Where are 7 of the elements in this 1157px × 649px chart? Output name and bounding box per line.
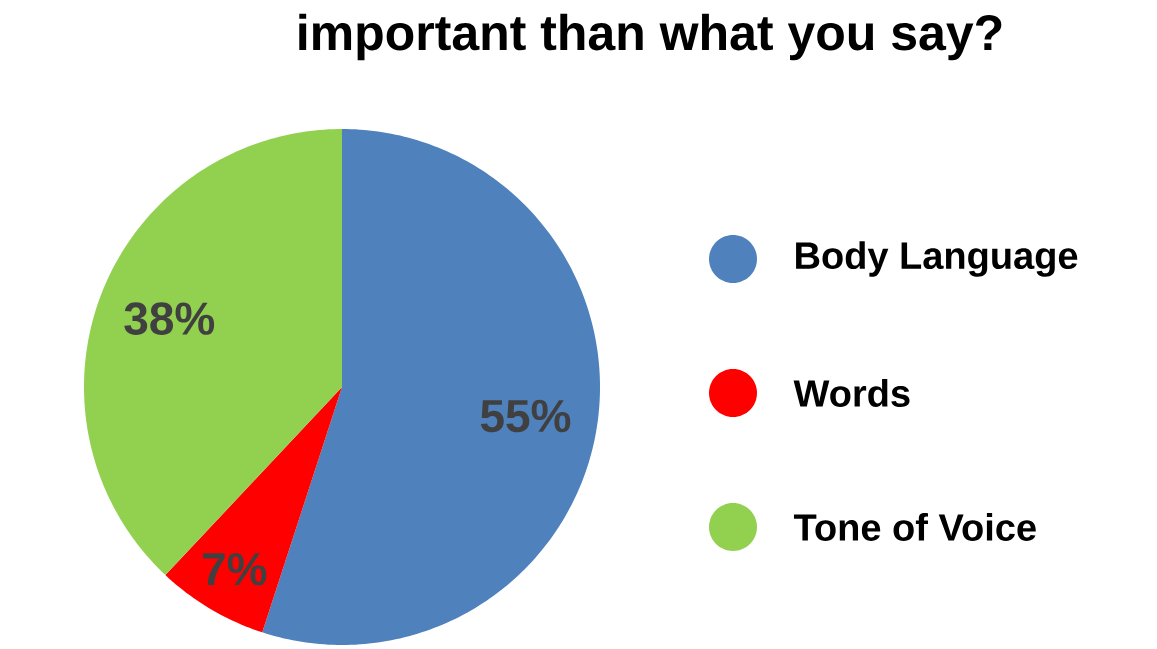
data-label: 7%	[203, 552, 267, 586]
chart-title: important than what you say?	[299, 13, 1002, 61]
legend-label: Words	[793, 379, 910, 407]
legend-label: Tone of Voice	[793, 513, 1036, 541]
legend-label: Body Language	[796, 241, 1078, 277]
data-label: 55%	[480, 399, 571, 433]
data-label: 38%	[124, 302, 215, 335]
